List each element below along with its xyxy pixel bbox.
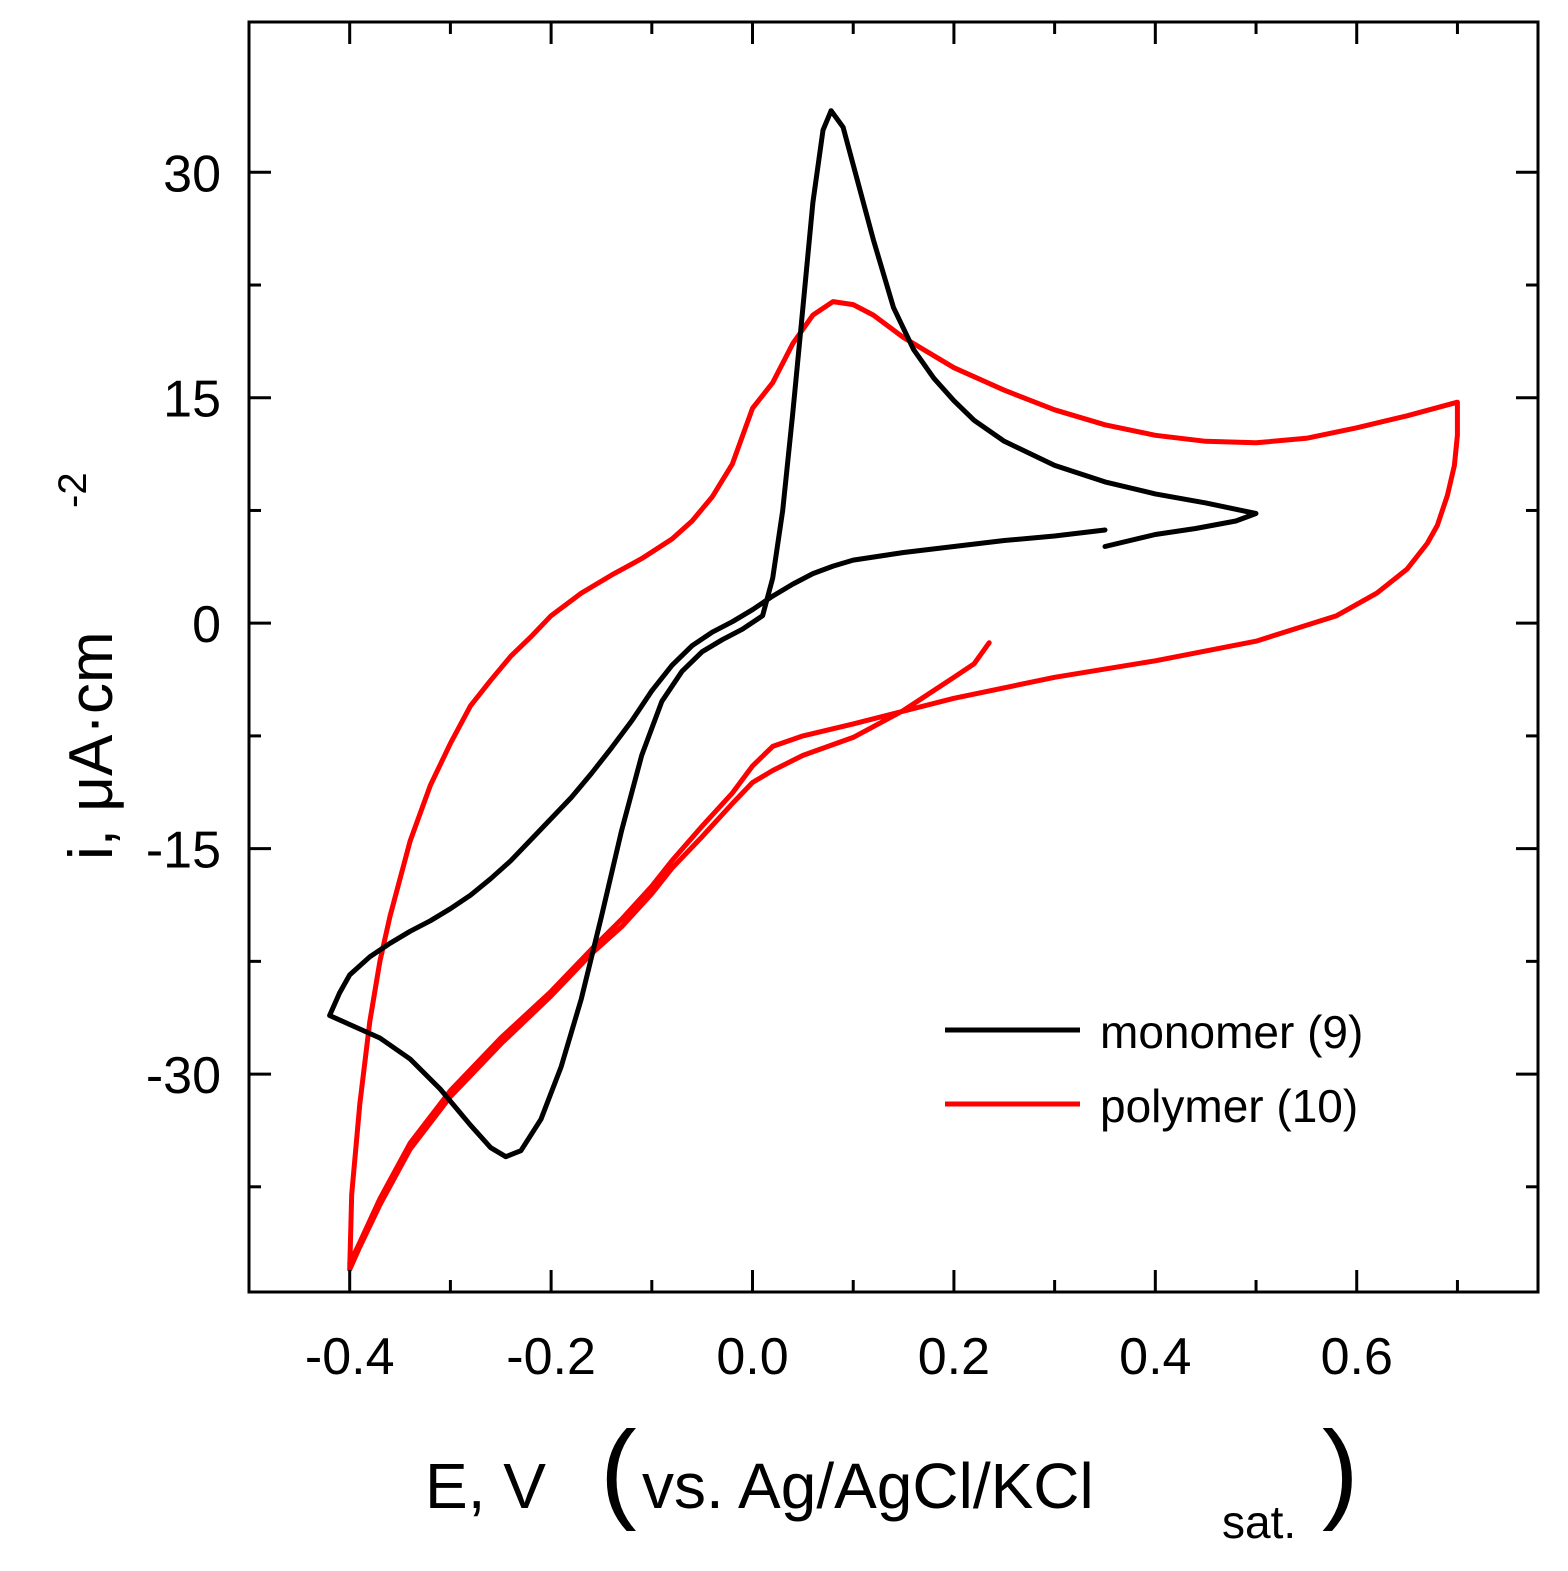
y-tick-label: 30 [163,145,221,203]
y-axis-title-superscript: -2 [51,472,95,508]
y-tick-label: -15 [146,822,221,880]
series-line-monomer [327,108,1259,1160]
x-axis-title-main: E, V [425,1450,546,1522]
x-axis-title-reference: vs. Ag/AgCl/KCl [642,1450,1094,1522]
x-axis-ticks: -0.4 -0.2 0.0 0.2 0.4 0.6 [305,22,1459,1386]
legend-label-polymer: polymer (10) [1100,1080,1358,1132]
x-tick-label: 0.0 [716,1328,788,1386]
series-line-polymer [347,299,1460,1272]
x-tick-label: 0.6 [1321,1328,1393,1386]
y-axis-ticks: -30 -15 0 15 30 [146,145,1538,1189]
series-layer [327,108,1460,1272]
legend: monomer (9) polymer (10) [945,1006,1363,1132]
legend-label-monomer: monomer (9) [1100,1006,1363,1058]
plot-frame [247,20,1540,1294]
y-axis-title: i, μA·cm -2 [51,472,126,860]
x-tick-label: -0.2 [506,1328,596,1386]
x-tick-label: -0.4 [305,1328,395,1386]
y-tick-label: 0 [192,596,221,654]
x-tick-label: 0.2 [918,1328,990,1386]
x-tick-label: 0.4 [1119,1328,1191,1386]
x-axis-title-subscript: sat. [1222,1496,1296,1548]
y-tick-label: -30 [146,1047,221,1105]
y-axis-title-main: i, μA·cm [57,631,126,860]
x-axis-title-paren-close: ) [1322,1409,1359,1532]
x-axis-title: E, V ( vs. Ag/AgCl/KCl sat. ) [425,1409,1359,1548]
x-axis-title-paren-open: ( [600,1409,637,1532]
y-tick-label: 15 [163,371,221,429]
